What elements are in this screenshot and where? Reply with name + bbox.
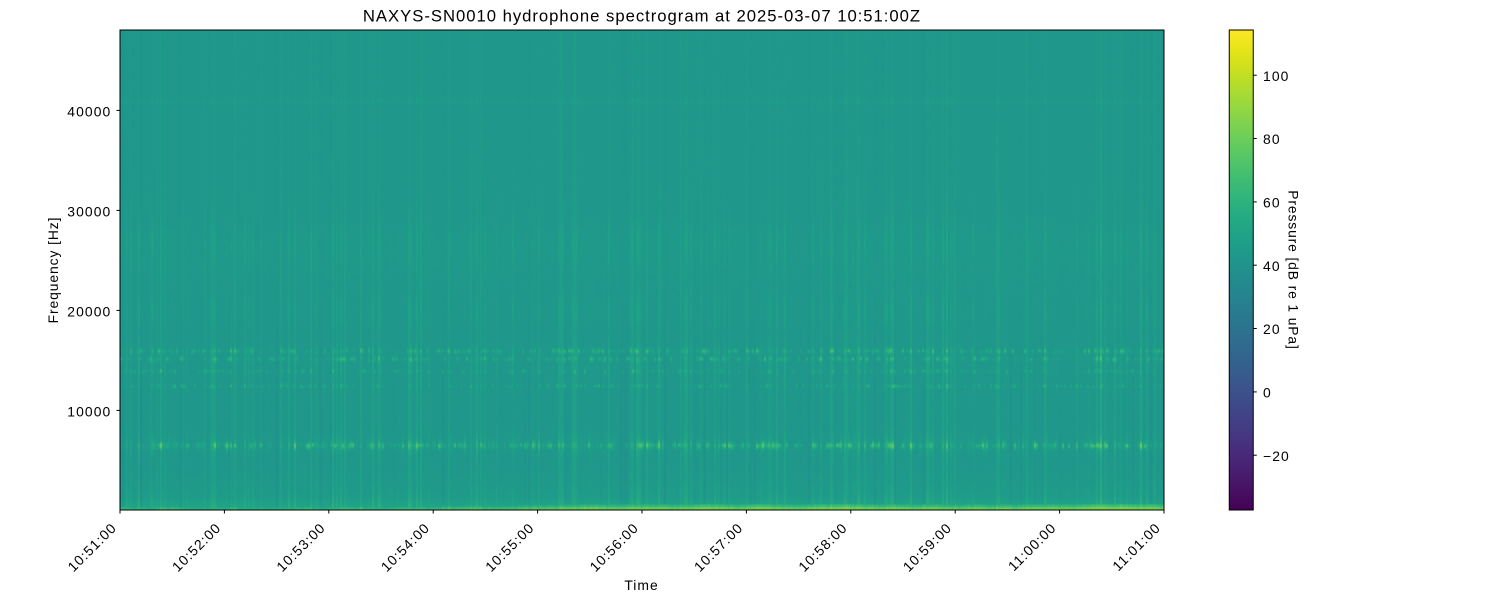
- svg-text:10:51:00: 10:51:00: [64, 520, 119, 575]
- svg-text:40000: 40000: [67, 103, 111, 119]
- svg-text:10:55:00: 10:55:00: [482, 520, 537, 575]
- svg-text:Frequency [Hz]: Frequency [Hz]: [45, 217, 61, 324]
- svg-text:10:59:00: 10:59:00: [900, 520, 955, 575]
- svg-text:Pressure [dB re 1 uPa]: Pressure [dB re 1 uPa]: [1285, 190, 1301, 349]
- svg-text:100: 100: [1263, 68, 1289, 84]
- svg-text:10:52:00: 10:52:00: [169, 520, 224, 575]
- svg-text:11:01:00: 11:01:00: [1109, 520, 1163, 574]
- svg-text:20: 20: [1263, 321, 1281, 337]
- svg-text:11:00:00: 11:00:00: [1005, 520, 1059, 574]
- svg-text:0: 0: [1263, 385, 1272, 401]
- svg-text:Time: Time: [624, 577, 658, 593]
- svg-text:−20: −20: [1263, 448, 1290, 464]
- svg-text:10:57:00: 10:57:00: [691, 520, 746, 575]
- svg-text:10:56:00: 10:56:00: [586, 520, 641, 575]
- svg-text:10000: 10000: [67, 403, 111, 419]
- svg-text:10:53:00: 10:53:00: [273, 520, 328, 575]
- svg-text:20000: 20000: [67, 303, 111, 319]
- svg-text:10:54:00: 10:54:00: [378, 520, 433, 575]
- svg-text:10:58:00: 10:58:00: [795, 520, 850, 575]
- svg-text:NAXYS-SN0010 hydrophone spectr: NAXYS-SN0010 hydrophone spectrogram at 2…: [363, 7, 921, 26]
- svg-text:30000: 30000: [67, 203, 111, 219]
- svg-text:80: 80: [1263, 131, 1281, 147]
- svg-text:40: 40: [1263, 258, 1281, 274]
- svg-text:60: 60: [1263, 195, 1281, 211]
